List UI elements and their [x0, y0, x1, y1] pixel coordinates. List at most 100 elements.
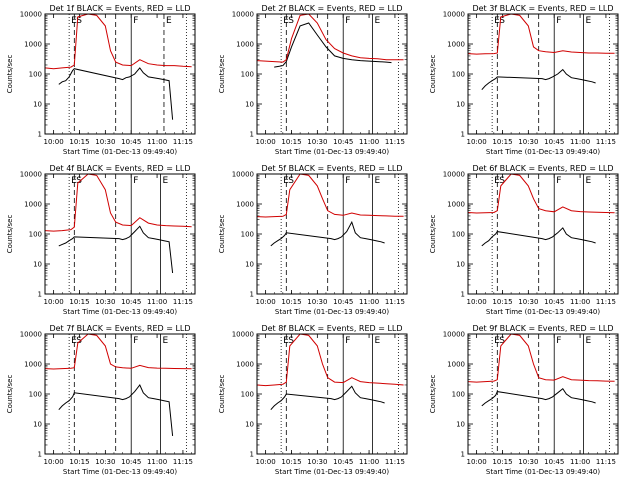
y-tick-label: 100 [241, 391, 254, 399]
events-series-line [270, 220, 385, 247]
region-letter: E [163, 176, 169, 186]
y-axis-label: Counts/sec [429, 215, 437, 254]
y-tick-label: 100 [452, 71, 465, 79]
y-tick-label: 10 [456, 261, 465, 269]
y-tick-label: 1 [250, 451, 254, 459]
x-tick-label: 11:15 [173, 298, 193, 306]
y-axis-label: Counts/sec [218, 215, 226, 254]
x-tick-label: 10:45 [121, 298, 141, 306]
x-tick-label: 10:30 [307, 298, 327, 306]
x-tick-label: 10:45 [333, 138, 353, 146]
x-axis-label: Start Time (01-Dec-13 09:49:40) [63, 308, 177, 316]
panel-title: Det 6f BLACK = Events, RED = LLD [472, 164, 613, 173]
region-letter: E [375, 176, 381, 186]
region-letter: E [494, 336, 500, 346]
region-letter: S [288, 16, 294, 26]
y-tick-label: 1000 [236, 361, 254, 369]
region-letter: E [586, 16, 592, 26]
x-tick-label: 10:45 [333, 458, 353, 466]
x-tick-label: 10:15 [281, 138, 301, 146]
x-tick-label: 10:15 [281, 458, 301, 466]
y-tick-label: 100 [29, 231, 42, 239]
x-axis-label: Start Time (01-Dec-13 09:49:40) [486, 308, 600, 316]
x-tick-label: 11:15 [173, 458, 193, 466]
region-letter: E [163, 336, 169, 346]
region-letter: F [556, 336, 561, 346]
region-letter: E [586, 336, 592, 346]
x-axis-label: Start Time (01-Dec-13 09:49:40) [486, 148, 600, 156]
x-tick-label: 10:00 [256, 138, 276, 146]
x-tick-label: 10:15 [281, 298, 301, 306]
region-letter: S [288, 336, 294, 346]
y-tick-label: 100 [241, 71, 254, 79]
lld-series-line [467, 333, 615, 383]
x-tick-label: 10:00 [467, 458, 487, 466]
plot-frame [44, 173, 196, 295]
plot-frame [256, 13, 408, 135]
region-letter: F [345, 16, 350, 26]
x-axis-label: Start Time (01-Dec-13 09:49:40) [275, 308, 389, 316]
x-tick-label: 10:00 [256, 458, 276, 466]
lld-series-line [256, 13, 404, 63]
y-tick-label: 1000 [236, 201, 254, 209]
y-tick-label: 1000 [24, 201, 42, 209]
lld-series-line [467, 13, 615, 55]
x-tick-label: 11:00 [359, 138, 379, 146]
y-axis-label: Counts/sec [6, 375, 14, 414]
y-axis-label: Counts/sec [6, 55, 14, 94]
y-tick-label: 10000 [443, 11, 465, 19]
y-tick-label: 10000 [232, 171, 254, 179]
events-series-line [481, 387, 596, 407]
y-axis-label: Counts/sec [6, 215, 14, 254]
region-letter: E [494, 176, 500, 186]
x-tick-label: 10:30 [518, 458, 538, 466]
region-letter: E [166, 16, 172, 26]
x-tick-label: 10:00 [44, 138, 64, 146]
y-axis-label: Counts/sec [218, 375, 226, 414]
y-tick-label: 10000 [20, 171, 42, 179]
y-tick-label: 1000 [447, 201, 465, 209]
lld-series-line [467, 173, 615, 214]
panel-1: Det 1f BLACK = Events, RED = LLD Counts/s… [6, 4, 196, 156]
region-letter: F [345, 176, 350, 186]
plot-frame [44, 333, 196, 455]
region-letter: S [76, 16, 82, 26]
y-tick-label: 10000 [232, 11, 254, 19]
x-tick-label: 10:15 [69, 298, 89, 306]
x-tick-label: 11:00 [147, 458, 167, 466]
x-tick-label: 10:45 [544, 298, 564, 306]
region-letter: F [556, 16, 561, 26]
x-tick-label: 11:00 [147, 298, 167, 306]
y-tick-label: 1 [250, 291, 254, 299]
panel-title: Det 1f BLACK = Events, RED = LLD [49, 4, 190, 13]
region-letter: S [288, 176, 294, 186]
events-series-line [481, 68, 596, 91]
lld-series-line [44, 173, 192, 232]
region-letter: S [499, 176, 505, 186]
y-tick-label: 10000 [443, 331, 465, 339]
x-tick-label: 11:00 [359, 298, 379, 306]
panel-title: Det 7f BLACK = Events, RED = LLD [49, 324, 190, 333]
x-axis-label: Start Time (01-Dec-13 09:49:40) [275, 468, 389, 476]
plot-frame [44, 13, 196, 135]
x-tick-label: 10:15 [69, 458, 89, 466]
lld-series-line [44, 333, 192, 370]
events-series-line [58, 67, 174, 120]
x-tick-label: 10:30 [307, 138, 327, 146]
x-tick-label: 10:30 [518, 298, 538, 306]
y-tick-label: 10 [456, 421, 465, 429]
x-tick-label: 10:45 [121, 458, 141, 466]
region-letter: F [133, 176, 138, 186]
y-tick-label: 1 [461, 131, 465, 139]
x-axis-label: Start Time (01-Dec-13 09:49:40) [486, 468, 600, 476]
x-axis-label: Start Time (01-Dec-13 09:49:40) [63, 468, 177, 476]
panel-4: Det 4f BLACK = Events, RED = LLD Counts/s… [6, 164, 196, 316]
region-letter: F [345, 336, 350, 346]
panel-8: Det 8f BLACK = Events, RED = LLD Counts/s… [218, 324, 408, 476]
y-tick-label: 10 [33, 421, 42, 429]
x-tick-label: 10:30 [518, 138, 538, 146]
y-tick-label: 10 [456, 101, 465, 109]
plot-frame [256, 333, 408, 455]
region-letter: E [71, 16, 77, 26]
y-tick-label: 10 [33, 261, 42, 269]
